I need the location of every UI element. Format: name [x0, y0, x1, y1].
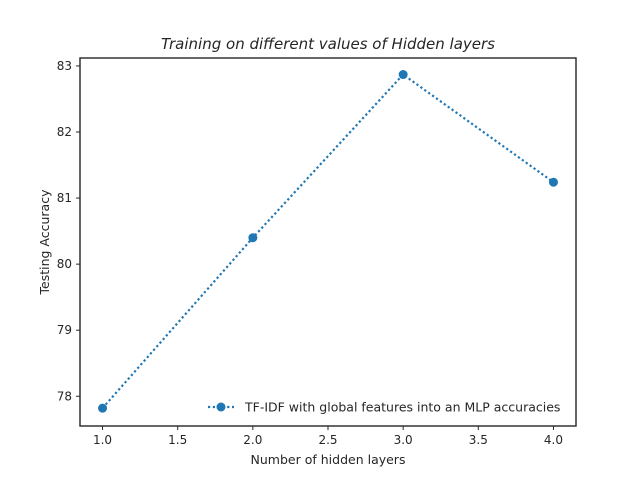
y-tick-label: 78: [57, 389, 72, 403]
chart-title: Training on different values of Hidden l…: [161, 35, 495, 53]
x-tick-label: 1.0: [93, 433, 112, 447]
data-point: [398, 70, 408, 80]
x-tick-label: 3.0: [394, 433, 413, 447]
plot-frame: [79, 57, 577, 427]
y-tick-label: 81: [57, 191, 72, 205]
data-point: [548, 177, 558, 187]
y-axis-ticks: 78 79 80 81 82 83: [57, 59, 80, 403]
x-tick-label: 2.5: [318, 433, 337, 447]
series-line: [101, 73, 555, 409]
y-tick-label: 79: [57, 323, 72, 337]
x-axis-label: Number of hidden layers: [251, 452, 406, 467]
x-tick-label: 3.5: [469, 433, 488, 447]
x-tick-label: 4.0: [544, 433, 563, 447]
y-tick-label: 82: [57, 125, 72, 139]
legend: TF-IDF with global features into an MLP …: [208, 400, 560, 415]
data-point: [248, 233, 258, 243]
legend-label: TF-IDF with global features into an MLP …: [244, 400, 560, 415]
series-layer: [98, 70, 558, 413]
x-axis-ticks: 1.0 1.5 2.0 2.5 3.0 3.5 4.0: [93, 426, 563, 447]
legend-marker: [216, 402, 226, 412]
y-axis-label: Testing Accuracy: [37, 189, 52, 296]
y-tick-label: 83: [57, 59, 72, 73]
plot-area: 1.0 1.5 2.0 2.5 3.0 3.5 4.0 78 79 80 81 82 83 TF-ID…: [57, 57, 577, 447]
x-tick-label: 2.0: [243, 433, 262, 447]
data-point: [98, 403, 108, 413]
y-tick-label: 80: [57, 257, 72, 271]
x-tick-label: 1.5: [168, 433, 187, 447]
